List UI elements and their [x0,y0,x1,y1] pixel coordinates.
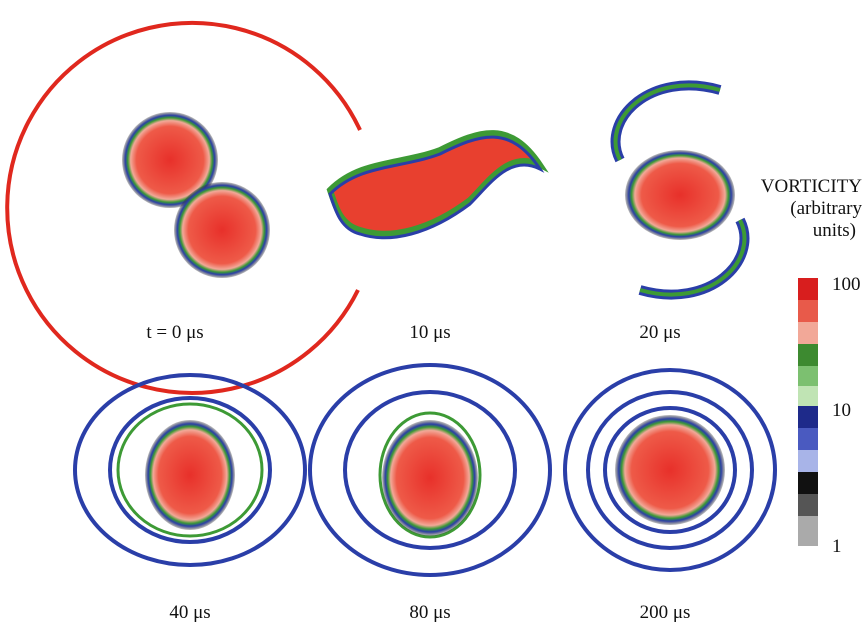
colorbar [798,278,818,546]
vortex [174,182,270,278]
colorbar-title: (arbitrary [790,198,862,219]
panel-label: 80 μs [409,602,450,623]
colorbar-label: 100 [832,274,861,295]
panel-label: t = 0 μs [146,322,203,343]
colorbar-label: 10 [832,400,851,421]
panel-label: 10 μs [409,322,450,343]
vortex [625,150,735,240]
colorbar-label: 1 [832,536,842,557]
panel-label: 200 μs [640,602,691,623]
vortex [615,415,725,525]
vortex [145,420,235,530]
panel-label: 40 μs [169,602,210,623]
colorbar-title: VORTICITY [761,176,863,197]
vortex [382,420,478,536]
panel-label: 20 μs [639,322,680,343]
vortex [330,133,540,234]
colorbar-title: units) [813,220,856,241]
figure: t = 0 μs 10 μs 20 μs 40 μs 80 μs 200 μs … [0,0,868,628]
